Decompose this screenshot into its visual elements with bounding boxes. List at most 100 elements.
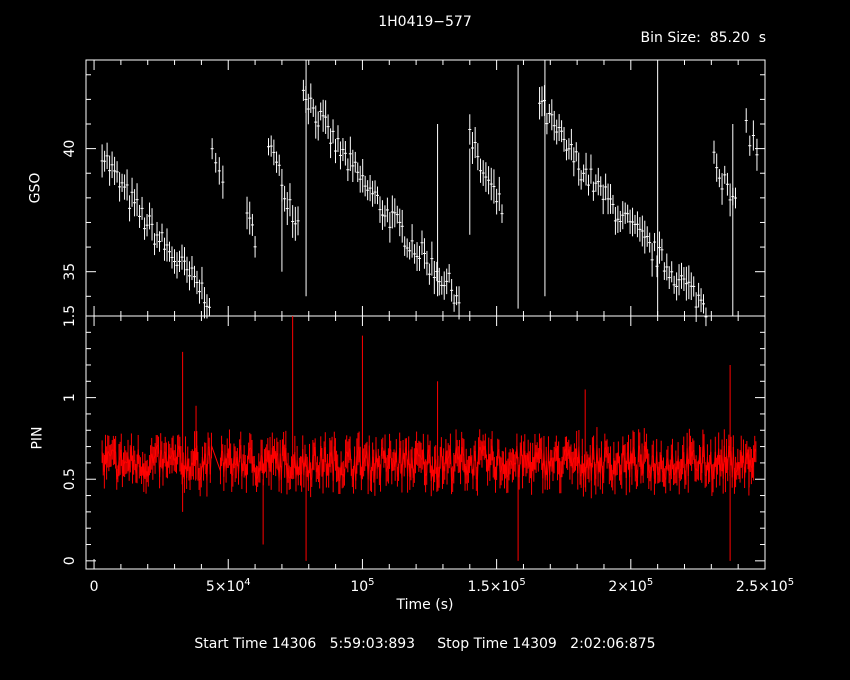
pin-point-link xyxy=(328,452,331,476)
pin-point-link xyxy=(305,464,308,468)
pin-point-link xyxy=(522,458,525,472)
pin-point-link xyxy=(476,450,480,479)
pin-point-link xyxy=(631,446,634,470)
pin-point-link xyxy=(221,450,224,453)
pin-point-link xyxy=(496,452,499,469)
pin-point-link xyxy=(525,462,528,466)
pin-point-link xyxy=(553,451,556,461)
pin-point-link xyxy=(572,457,575,463)
pin-point-link xyxy=(484,445,487,464)
pin-point-link xyxy=(474,450,477,479)
pin-point-link xyxy=(287,467,290,478)
pin-point-link xyxy=(111,449,114,451)
pin-point-link xyxy=(257,467,260,477)
pin-axis-label: PIN xyxy=(29,426,46,450)
pin-point-link xyxy=(225,453,228,471)
pin-point-link xyxy=(647,463,650,472)
chart-title: 1H0419−577 xyxy=(378,14,472,30)
pin-point-link xyxy=(671,454,675,475)
pin-point-link xyxy=(275,453,278,464)
pin-point-link xyxy=(737,461,740,471)
pin-point-link xyxy=(210,445,221,472)
pin-point-link xyxy=(304,455,307,466)
x-tick-label: 105 xyxy=(350,577,374,595)
pin-point-link xyxy=(637,445,640,479)
pin-point-link xyxy=(196,445,199,467)
pin-point-link xyxy=(297,466,300,477)
pin-point-link xyxy=(428,454,431,457)
pin-point-link xyxy=(715,464,719,473)
x-tick-label: 2.5×105 xyxy=(736,577,794,595)
pin-point-link xyxy=(253,464,256,477)
pin-point-link xyxy=(512,464,514,466)
pin-point-link xyxy=(197,466,200,480)
pin-point-link xyxy=(491,445,494,465)
pin-point-link xyxy=(568,449,571,464)
pin-point-link xyxy=(658,466,661,473)
pin-point-link xyxy=(657,472,660,476)
pin-point-link xyxy=(243,461,246,466)
pin-point-link xyxy=(116,473,119,480)
pin-point-link xyxy=(203,453,206,472)
pin-panel-frame xyxy=(85,315,766,570)
pin-point-link xyxy=(358,446,361,462)
pin-point-link xyxy=(479,446,482,451)
pin-point-link xyxy=(693,450,696,471)
pin-point-link xyxy=(706,457,710,474)
pin-point-link xyxy=(370,479,372,481)
pin-point-link xyxy=(593,447,596,474)
pin-point-link xyxy=(399,447,402,458)
pin-point-link xyxy=(319,445,322,476)
pin-point-link xyxy=(586,459,589,467)
pin-point-link xyxy=(114,451,116,453)
pin-point-link xyxy=(164,451,167,461)
pin-point-link xyxy=(508,461,511,467)
pin-point-link xyxy=(425,472,428,476)
pin-point-link xyxy=(697,454,701,471)
pin-point-link xyxy=(260,454,263,457)
pin-point-link xyxy=(187,458,190,470)
pin-point-link xyxy=(309,458,312,480)
gso-panel-frame xyxy=(85,59,766,317)
pin-point-link xyxy=(298,466,301,472)
pin-point-link xyxy=(377,457,380,471)
pin-point-link xyxy=(249,447,252,450)
pin-point-link xyxy=(571,462,574,469)
pin-point-link xyxy=(316,467,320,474)
pin-point-link xyxy=(552,460,555,470)
pin-point-link xyxy=(109,454,112,457)
pin-point-link xyxy=(241,462,244,477)
pin-point-link xyxy=(749,459,752,467)
pin-point-link xyxy=(132,460,135,470)
pin-point-link xyxy=(186,458,189,478)
pin-point-link xyxy=(677,455,680,478)
pin-point-link xyxy=(256,476,259,479)
gso-axis-label: GSO xyxy=(27,172,44,204)
pin-point-link xyxy=(451,478,454,482)
pin-point-link xyxy=(178,445,181,455)
pin-point-link xyxy=(245,465,249,479)
pin-point-link xyxy=(332,446,335,481)
pin-point-link xyxy=(322,456,325,477)
pin-point-link xyxy=(452,468,455,480)
pin-point-link xyxy=(120,449,123,474)
time-range-footer: Start Time 14306 5:59:03:893 Stop Time 1… xyxy=(194,636,656,652)
pin-point-link xyxy=(711,477,714,481)
pin-point-link xyxy=(440,446,444,473)
pin-point-link xyxy=(409,464,412,477)
pin-point-link xyxy=(463,455,466,478)
pin-point-link xyxy=(646,446,649,464)
gso-y-tick-label: 35 xyxy=(62,263,78,281)
pin-point-link xyxy=(128,458,131,471)
pin-point-link xyxy=(356,448,359,457)
pin-point-link xyxy=(604,447,607,450)
pin-point-link xyxy=(449,448,453,481)
pin-point-link xyxy=(550,457,553,462)
pin-point-link xyxy=(152,456,155,464)
pin-point-link xyxy=(368,445,371,481)
gso-y-tick-label: 40 xyxy=(62,140,78,158)
pin-point-link xyxy=(386,465,389,469)
pin-point-link xyxy=(642,445,645,474)
pin-point-link xyxy=(650,455,653,479)
pin-point-link xyxy=(527,454,530,468)
